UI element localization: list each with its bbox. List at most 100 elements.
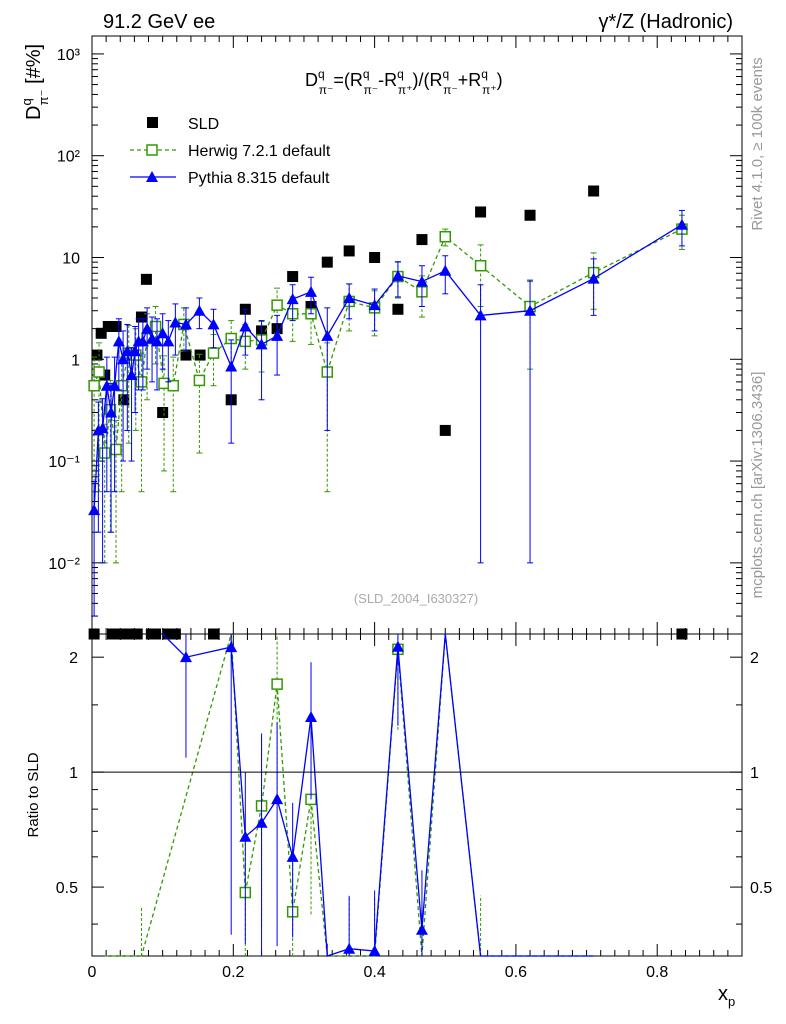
ratio-tick-label-right: 2 (750, 650, 759, 667)
axis-ticks: 0 0.2 0.4 0.6 0.8 10⁻² 10⁻¹ 1 10 10² 10³ 0.5 0.5 1 1 2 2 (48, 36, 772, 981)
data-point (141, 322, 154, 334)
data-point (123, 628, 135, 640)
data-point (125, 369, 138, 381)
ratio-tick-label-right: 0.5 (750, 880, 772, 897)
data-point (110, 443, 122, 456)
data-point (207, 347, 220, 359)
data-point (88, 379, 100, 392)
energy-label: 91.2 GeV ee (103, 11, 215, 33)
data-point (95, 327, 107, 339)
data-point (135, 376, 148, 388)
data-point (100, 379, 113, 391)
data-point (150, 628, 162, 640)
x-tick-label: 0.8 (646, 964, 668, 981)
data-point (156, 327, 169, 339)
data-point (439, 230, 452, 243)
site-side-label: mcplots.cern.ch [arXiv:1306.3436] (749, 372, 766, 599)
data-point (91, 349, 103, 361)
data-point (321, 256, 333, 268)
data-point (121, 345, 134, 357)
data-point (169, 628, 181, 640)
y-tick-label: 10 (62, 250, 80, 267)
data-point (180, 349, 192, 361)
y-tick-label: 10² (57, 149, 81, 166)
data-point (131, 628, 143, 640)
data-point (93, 366, 105, 378)
data-point (416, 234, 428, 246)
ratio-line (162, 633, 594, 957)
data-point (194, 349, 206, 361)
data-point (105, 406, 118, 418)
data-point (149, 320, 162, 333)
legend-marker-pythia (146, 171, 158, 182)
data-point (474, 259, 487, 272)
data-point (391, 269, 404, 281)
legend-marker-herwig (146, 144, 158, 156)
data-point (524, 209, 536, 221)
data-point (343, 292, 356, 304)
legend-label-sld: SLD (188, 116, 219, 133)
ratio-tick-label: 2 (69, 650, 78, 667)
data-point (162, 335, 175, 347)
data-point (475, 206, 487, 218)
legend: SLD Herwig 7.2.1 default Pythia 8.315 de… (130, 116, 331, 187)
ratio-point (239, 830, 252, 842)
ratio-point (368, 945, 381, 957)
data-point (255, 338, 268, 350)
data-point (110, 320, 122, 332)
data-point (96, 422, 109, 434)
data-point (474, 309, 487, 321)
y-axis-label: Dq π⁻ [#%] (19, 44, 51, 120)
x-tick-label: 0.2 (222, 964, 244, 981)
data-point (286, 293, 299, 305)
data-point (88, 628, 100, 640)
data-point (415, 275, 428, 287)
ratio-point (271, 793, 284, 805)
data-point (207, 318, 220, 330)
data-point (239, 320, 252, 332)
data-point (129, 345, 142, 357)
x-tick-label: 0 (88, 964, 97, 981)
plot-title: Dq π⁻=(Rq π⁻-Rq π⁺)/(Rq π⁻+Rq π⁺) (305, 67, 503, 97)
ratio-point (179, 651, 192, 663)
y-tick-label: 1 (71, 352, 80, 369)
data-point (675, 218, 688, 230)
ratio-point (225, 641, 238, 653)
analysis-id: (SLD_2004_I630327) (354, 591, 478, 606)
data-point (676, 628, 688, 640)
ratio-series (104, 633, 594, 957)
legend-label-herwig: Herwig 7.2.1 default (188, 143, 331, 160)
data-point (151, 335, 163, 347)
data-point (106, 628, 118, 640)
data-point (162, 628, 174, 640)
data-point (439, 424, 451, 436)
data-point (368, 299, 381, 311)
data-point (208, 628, 220, 640)
svg-text:Dqπ⁻ [#%]: Dq π⁻ [#%] (19, 44, 51, 120)
data-point (135, 311, 147, 323)
data-point (587, 272, 600, 284)
data-point (140, 273, 152, 285)
ratio-panel-frame (91, 633, 743, 957)
ratio-point (391, 640, 404, 652)
ratio-point (271, 678, 283, 690)
data-point (88, 504, 101, 516)
ratio-tick-label: 1 (69, 765, 78, 782)
data-point (271, 329, 284, 341)
ratio-pythia (162, 633, 594, 957)
data-point (114, 628, 126, 640)
data-point (118, 394, 130, 406)
ratio-point (415, 923, 428, 935)
ratio-point (305, 711, 318, 723)
data-series (88, 185, 688, 640)
data-point (136, 335, 149, 347)
data-point (343, 245, 355, 257)
x-axis-label: xp (718, 983, 735, 1009)
data-point (193, 304, 206, 316)
y-tick-label: 10³ (57, 47, 81, 64)
legend-marker-sld (147, 117, 158, 128)
series-sld (88, 185, 688, 640)
ratio-tick-label: 0.5 (56, 880, 78, 897)
x-tick-label: 0.6 (505, 964, 527, 981)
